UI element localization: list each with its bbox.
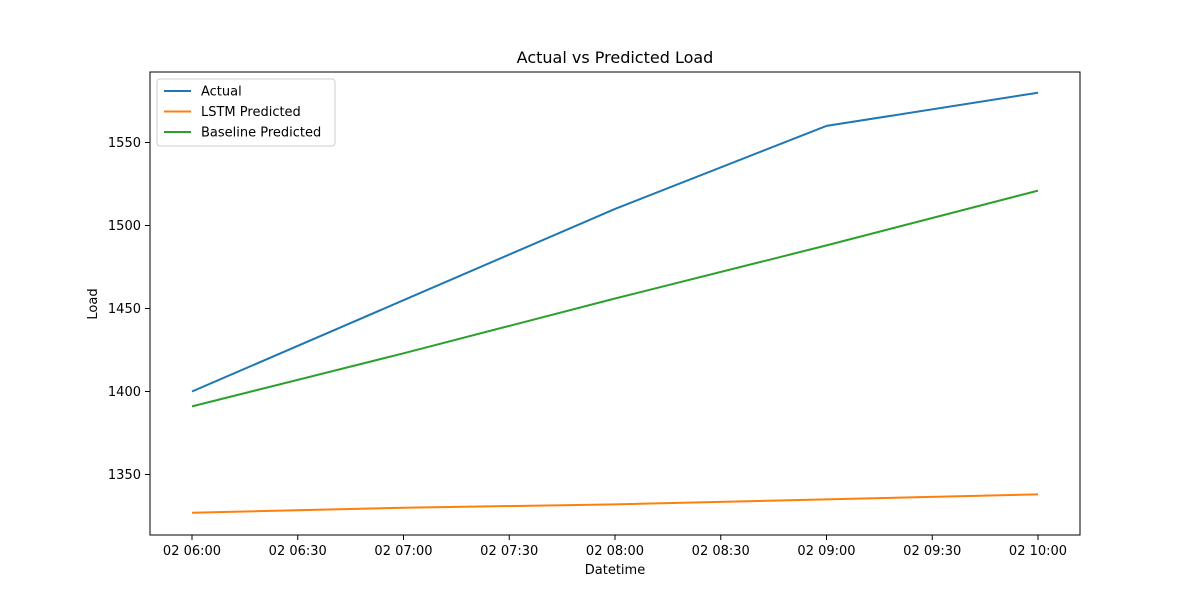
- legend: Actual LSTM Predicted Baseline Predicted: [156, 78, 336, 147]
- x-axis-label: Datetime: [585, 563, 645, 578]
- y-tick-label: 1450: [108, 302, 141, 317]
- legend-box: [156, 78, 336, 147]
- x-tick-label: 02 09:00: [797, 544, 855, 559]
- y-tick-label: 1550: [108, 136, 141, 151]
- y-tick-label: 1400: [108, 385, 141, 400]
- y-axis-label: Load: [86, 288, 101, 319]
- series-layer: [191, 91, 1039, 514]
- x-tick-label: 02 06:00: [163, 544, 221, 559]
- y-tick-label: 1500: [108, 219, 141, 234]
- x-tick-label: 02 07:30: [480, 544, 538, 559]
- x-axis: 02 06:00 02 06:30 02 07:00 02 07:30 02 08:00…: [163, 535, 1067, 559]
- chart-title: Actual vs Predicted Load: [517, 48, 714, 67]
- y-axis: 1350 1400 1450 1500 1550: [108, 136, 150, 483]
- x-tick-label: 02 07:00: [374, 544, 432, 559]
- legend-label: Baseline Predicted: [201, 126, 321, 141]
- series-line-lstm-predicted: [191, 493, 1039, 514]
- x-tick-label: 02 09:30: [903, 544, 961, 559]
- x-tick-label: 02 08:00: [586, 544, 644, 559]
- x-tick-label: 02 08:30: [692, 544, 750, 559]
- legend-label: LSTM Predicted: [201, 105, 301, 120]
- x-tick-label: 02 10:00: [1009, 544, 1067, 559]
- legend-label: Actual: [201, 85, 242, 100]
- series-line-actual: [191, 91, 1039, 393]
- y-tick-label: 1350: [108, 468, 141, 483]
- series-line-baseline-predicted: [191, 189, 1039, 408]
- x-tick-label: 02 06:30: [269, 544, 327, 559]
